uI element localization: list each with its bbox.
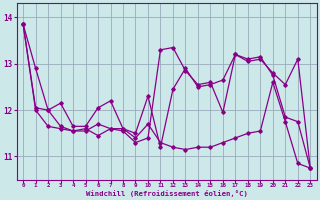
X-axis label: Windchill (Refroidissement éolien,°C): Windchill (Refroidissement éolien,°C): [86, 190, 248, 197]
